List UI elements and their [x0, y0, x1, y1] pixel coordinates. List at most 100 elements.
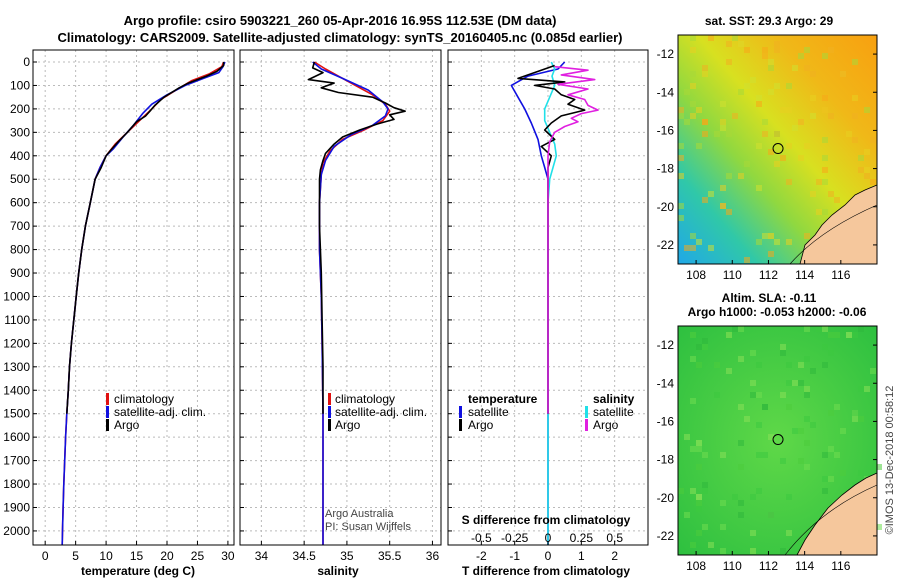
x-tick-label: 35.5 [378, 549, 402, 563]
map-y-tick-label: -18 [657, 453, 675, 467]
map-pixel [774, 41, 780, 47]
map-pixel [756, 101, 762, 107]
map-pixel [690, 398, 696, 404]
x-tick-label: 34 [255, 549, 269, 563]
map-pixel [840, 71, 846, 77]
temperature-panel: 0 5 10 15 20 25 300100200300400500600700800900… [3, 49, 235, 578]
temperature-ticks: 0 5 10 15 20 25 300100200300400500600700800900… [3, 55, 235, 563]
map-pixel [678, 203, 684, 209]
map-pixel [822, 137, 828, 143]
map-pixel [756, 422, 762, 428]
y-tick-label: 1200 [3, 336, 30, 350]
map-pixel [708, 542, 714, 548]
map-pixel [840, 470, 846, 476]
map-y-tick-label: -20 [657, 200, 675, 214]
sst-contour [789, 204, 878, 265]
map-pixel [750, 350, 756, 356]
map-pixel [690, 35, 696, 41]
map-pixel [744, 47, 750, 53]
map-pixel [702, 452, 708, 458]
map-pixel [822, 95, 828, 101]
y-tick-label: 1500 [3, 407, 30, 421]
map-pixel [738, 404, 744, 410]
map-x-tick-label: 112 [759, 268, 778, 282]
sst-texture [678, 35, 876, 263]
salinity-ticks: 34 34.5 35 35.5 36 [240, 61, 439, 563]
map-pixel [726, 125, 732, 131]
legend-swatch-climatology [106, 393, 109, 405]
map-pixel [738, 173, 744, 179]
map-pixel [786, 362, 792, 368]
map-pixel [738, 89, 744, 95]
legend-swatch-t-argo [459, 419, 462, 431]
difference-lines [510, 61, 599, 545]
map-pixel [828, 191, 834, 197]
map-pixel [804, 326, 810, 332]
map-pixel [720, 548, 726, 554]
map-pixel [756, 488, 762, 494]
map-y-tick-label: -14 [657, 376, 675, 390]
map-pixel [756, 392, 762, 398]
map-pixel [780, 155, 786, 161]
map-pixel [750, 494, 756, 500]
y-tick-label: 700 [10, 219, 30, 233]
map-pixel [828, 446, 834, 452]
map-pixel [690, 542, 696, 548]
y-tick-label: 500 [10, 172, 30, 186]
sst-map-ticks: 108 110 112 114 116 -12 -14 -16 -18 -20 -22 [657, 47, 877, 282]
map-pixel [858, 326, 864, 332]
map-pixel [870, 179, 876, 185]
salinity-legend: climatology satellite-adj. clim. Argo [328, 392, 427, 432]
y-tick-label: 1700 [3, 454, 30, 468]
map-pixel [858, 167, 864, 173]
map-pixel [816, 209, 822, 215]
map-pixel [678, 143, 684, 149]
map-pixel [858, 416, 864, 422]
map-pixel [690, 113, 696, 119]
map-pixel [816, 326, 822, 332]
map-pixel [852, 95, 858, 101]
map-pixel [690, 233, 696, 239]
s-tick-label: 0.5 [606, 531, 623, 545]
map-pixel [726, 59, 732, 65]
map-pixel [810, 368, 816, 374]
map-pixel [678, 215, 684, 221]
map-pixel [720, 500, 726, 506]
map-pixel [720, 203, 726, 209]
y-tick-label: 1900 [3, 500, 30, 514]
sst-map-title: sat. SST: 29.3 Argo: 29 [705, 14, 834, 28]
map-pixel [828, 476, 834, 482]
map-pixel [720, 119, 726, 125]
map-pixel [822, 452, 828, 458]
temperature-xlabel: temperature (deg C) [81, 564, 195, 578]
map-pixel [768, 434, 774, 440]
map-pixel [828, 113, 834, 119]
map-y-tick-label: -22 [657, 529, 675, 543]
map-pixel [834, 197, 840, 203]
map-pixel [708, 191, 714, 197]
map-pixel [822, 362, 828, 368]
legend-satellite: satellite-adj. clim. [335, 405, 427, 419]
temperature-lines [61, 61, 226, 546]
map-pixel [756, 362, 762, 368]
map-pixel [696, 446, 702, 452]
map-pixel [726, 209, 732, 215]
map-pixel [732, 35, 738, 41]
map-pixel [786, 83, 792, 89]
map-pixel [798, 428, 804, 434]
map-pixel [720, 125, 726, 131]
map-pixel [780, 392, 786, 398]
map-pixel [744, 83, 750, 89]
map-pixel [858, 155, 864, 161]
map-pixel [792, 380, 798, 386]
map-pixel [714, 392, 720, 398]
map-pixel [852, 113, 858, 119]
map-pixel [702, 524, 708, 530]
map-pixel [774, 239, 780, 245]
legend-swatch-satellite [106, 406, 109, 418]
map-pixel [834, 332, 840, 338]
map-y-tick-label: -22 [657, 238, 675, 252]
temperature-grid [33, 50, 234, 545]
map-pixel [696, 494, 702, 500]
map-pixel [822, 167, 828, 173]
